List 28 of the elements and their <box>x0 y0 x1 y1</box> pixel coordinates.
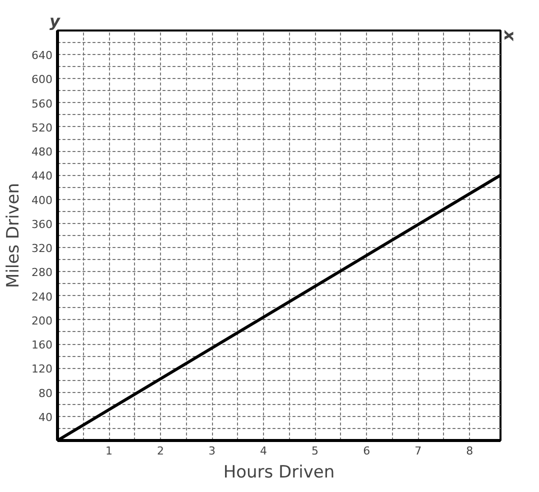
x-axis-title: Hours Driven <box>223 462 335 482</box>
x-tick-label: 8 <box>466 444 474 458</box>
y-tick-label: 480 <box>32 146 53 159</box>
y-tick-label: 440 <box>32 170 53 183</box>
y-tick-label: 160 <box>32 338 53 352</box>
y-tick-label: 240 <box>32 290 53 304</box>
x-tick-label: 7 <box>414 444 422 458</box>
y-tick-label: 40 <box>38 410 53 424</box>
x-tick-label: 1 <box>106 444 113 458</box>
x-tick-label: 5 <box>312 444 319 458</box>
y-tick-label: 120 <box>32 362 53 376</box>
y-tick-label: 80 <box>38 386 53 400</box>
y-tick-label: 360 <box>32 218 53 231</box>
annotation: y <box>50 12 60 30</box>
y-tick-label: 600 <box>32 73 53 86</box>
y-tick-label: 200 <box>32 314 53 328</box>
x-tick-label: 4 <box>260 444 268 458</box>
y-tick-label: 320 <box>32 242 53 256</box>
x-tick-label: 2 <box>157 444 164 458</box>
y-tick-label: 400 <box>32 194 53 207</box>
y-tick-label: 640 <box>32 49 53 62</box>
y-tick-label: 280 <box>32 266 53 280</box>
x-tick-label: 6 <box>363 444 370 458</box>
y-axis-title: Miles Driven <box>4 183 24 288</box>
y-tick-label: 520 <box>32 121 53 134</box>
annotation: x <box>500 30 520 42</box>
y-tick-label: 560 <box>32 97 53 110</box>
x-tick-label: 3 <box>208 444 216 458</box>
